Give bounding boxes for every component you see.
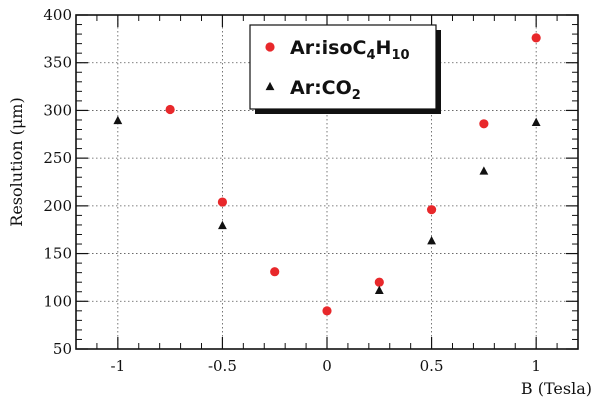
legend-box	[249, 24, 437, 110]
data-point-circle	[374, 277, 384, 287]
y-tick-label: 200	[43, 197, 72, 215]
data-point-circle	[479, 119, 489, 129]
y-tick-label: 400	[43, 6, 72, 24]
data-point-circle	[322, 306, 332, 316]
data-point-circle	[165, 104, 175, 115]
legend-label: Ar:isoC4H10	[290, 37, 410, 63]
x-axis-label: B (Tesla)	[521, 379, 592, 398]
y-axis-label: Resolution (μm)	[7, 97, 26, 226]
x-tick-label: -0.5	[208, 357, 237, 375]
y-tick-label: 50	[53, 340, 72, 358]
data-point-circle	[270, 267, 280, 277]
y-tick-label: 300	[43, 101, 72, 119]
data-point-circle	[217, 197, 228, 207]
x-tick-label: 0.5	[420, 357, 444, 375]
data-point-triangle	[218, 220, 227, 230]
y-tick-label: 250	[43, 149, 72, 167]
y-tick-label: 150	[43, 245, 72, 263]
y-tick-label: 350	[43, 54, 72, 72]
data-point-triangle	[113, 115, 123, 125]
x-tick-labels: -1 -0.5 0 0.5 1	[111, 357, 541, 375]
legend-marker	[265, 42, 275, 52]
data-point-circle	[531, 33, 541, 43]
x-tick-label: 1	[531, 357, 541, 375]
x-tick-label: -1	[111, 357, 126, 375]
data-point-triangle	[531, 117, 541, 127]
legend: Ar:isoC4H10 Ar:CO2	[249, 24, 441, 114]
legend-entries: Ar:isoC4H10 Ar:CO2	[265, 37, 410, 103]
data-point-triangle	[427, 235, 436, 245]
data-point-triangle	[479, 166, 489, 175]
legend-marker	[265, 81, 275, 91]
data-point-triangle	[374, 285, 384, 294]
y-tick-labels: 50 100 150 200 250 300 350 400	[43, 6, 72, 358]
legend-label: Ar:CO2	[290, 77, 361, 103]
axis-ticks	[76, 14, 578, 350]
y-tick-label: 100	[43, 292, 72, 310]
data-points	[113, 33, 541, 316]
data-point-circle	[426, 205, 437, 215]
x-tick-label: 0	[322, 357, 332, 375]
